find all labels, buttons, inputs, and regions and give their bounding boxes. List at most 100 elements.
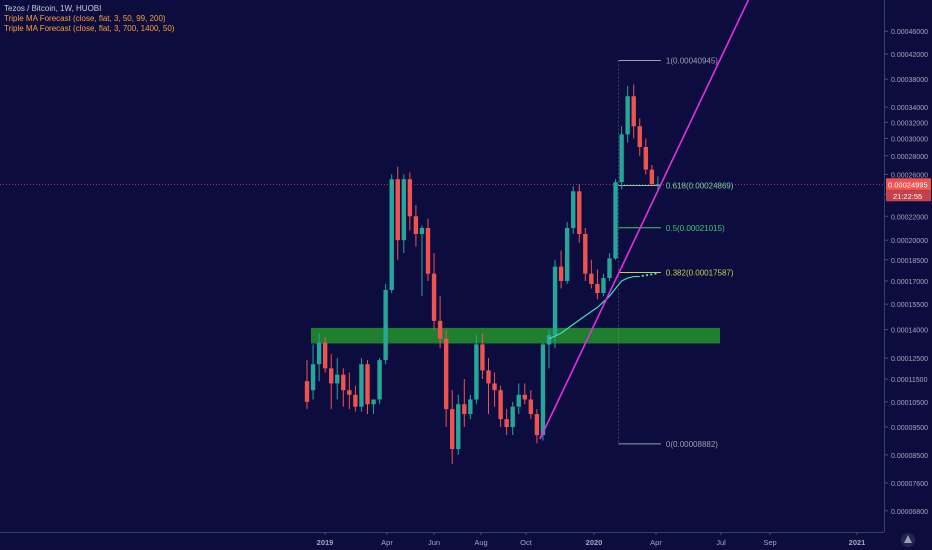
candle-body — [304, 381, 310, 402]
candle — [643, 138, 648, 175]
candle — [383, 283, 388, 365]
symbol-title[interactable]: Tezos / Bitcoin, 1W, HUOBI — [4, 4, 102, 13]
candle-body — [571, 191, 576, 228]
candle — [347, 372, 352, 410]
countdown-tag — [886, 190, 931, 202]
ma-forecast-line — [548, 275, 640, 340]
candle — [480, 333, 485, 380]
candle — [407, 172, 413, 231]
price-tick-label: 0.00020000 — [891, 238, 928, 245]
candle-body — [335, 374, 340, 384]
countdown-value: 21:22:55 — [893, 192, 922, 201]
candle-body — [552, 266, 558, 336]
tradingview-logo[interactable] — [901, 533, 915, 547]
candle-body — [643, 146, 648, 170]
time-tick-label: Apr — [650, 538, 662, 547]
candle-body — [407, 179, 413, 217]
candle-body — [637, 126, 642, 147]
candle-body — [353, 394, 358, 407]
candle — [546, 329, 552, 369]
candle — [625, 85, 630, 143]
candle-body — [310, 364, 316, 391]
price-tick-label: 0.00012500 — [891, 356, 928, 363]
candle — [534, 409, 540, 444]
price-tick-label: 0.00022000 — [891, 214, 928, 221]
candle-body — [589, 273, 594, 284]
candle-body — [504, 419, 509, 427]
indicator-label-2[interactable]: Triple MA Forecast (close, flat, 3, 700,… — [4, 24, 175, 33]
ma-forecast-dot — [641, 274, 644, 277]
fib-level-label: 0.5(0.00021015) — [666, 224, 725, 233]
candle — [353, 385, 358, 412]
ma-forecast-dot — [645, 274, 649, 277]
candle — [468, 394, 473, 420]
candle-body — [365, 364, 370, 405]
candle-body — [371, 399, 376, 405]
price-tick-label: 0.00018500 — [891, 258, 928, 265]
candle — [419, 225, 425, 297]
candle-body — [492, 383, 497, 391]
ma-forecast-dot — [654, 272, 657, 275]
price-tick-label: 0.00011500 — [891, 377, 928, 384]
candle-body — [534, 414, 540, 436]
candle — [583, 227, 588, 281]
candle-body — [649, 169, 655, 185]
time-tick-label: 2020 — [586, 538, 603, 547]
candle — [425, 218, 431, 281]
candle — [552, 259, 558, 349]
candle-body — [437, 320, 443, 339]
candle — [443, 329, 449, 427]
current-price-value: 0.00024995 — [888, 180, 928, 189]
candle-body — [456, 404, 461, 450]
candle — [304, 360, 310, 410]
price-tick-label: 0.00028000 — [891, 154, 928, 161]
candle — [437, 296, 443, 349]
candle — [649, 164, 655, 187]
candle-body — [619, 134, 624, 183]
candle — [613, 179, 618, 260]
candle — [510, 401, 515, 436]
candle-body — [425, 227, 431, 274]
time-tick-label: 2021 — [849, 538, 866, 547]
candle — [395, 166, 400, 260]
candle-body — [546, 335, 552, 345]
candle-body — [316, 342, 322, 365]
candle — [577, 184, 582, 243]
candle — [637, 118, 642, 156]
candle-body — [329, 368, 334, 384]
candle — [540, 342, 546, 441]
time-tick-label: Jul — [716, 538, 726, 547]
fib-level-label: 0(0.00008882) — [666, 440, 718, 449]
candle-body — [577, 191, 582, 235]
candle-body — [389, 179, 394, 290]
price-tick-label: 0.00034000 — [891, 105, 928, 112]
candle — [322, 336, 328, 373]
candle — [401, 174, 406, 254]
candle-body — [558, 266, 564, 281]
candle-body — [583, 234, 588, 274]
candle-body — [462, 404, 467, 415]
indicator-label-1[interactable]: Triple MA Forecast (close, flat, 3, 50, … — [4, 14, 166, 23]
candle — [607, 253, 612, 281]
ma-forecast-dot — [650, 273, 653, 276]
candle-body — [395, 179, 400, 241]
candle-body — [564, 227, 570, 281]
candle-body — [480, 344, 485, 371]
time-tick-label: Jun — [428, 538, 440, 547]
candle-body — [486, 370, 491, 384]
support-zone — [311, 327, 720, 344]
candle — [329, 354, 334, 410]
candle-body — [341, 374, 346, 391]
time-tick-label: 2019 — [317, 538, 334, 547]
price-tick-label: 0.00010500 — [891, 400, 928, 407]
candle-body — [540, 344, 546, 436]
candle — [316, 333, 322, 382]
candle-body — [631, 96, 636, 127]
candle — [341, 368, 346, 407]
candle — [564, 222, 570, 284]
candle — [516, 383, 521, 415]
candle-body — [419, 227, 425, 235]
price-tick-label: 0.00015500 — [891, 302, 928, 309]
candle — [371, 399, 376, 415]
